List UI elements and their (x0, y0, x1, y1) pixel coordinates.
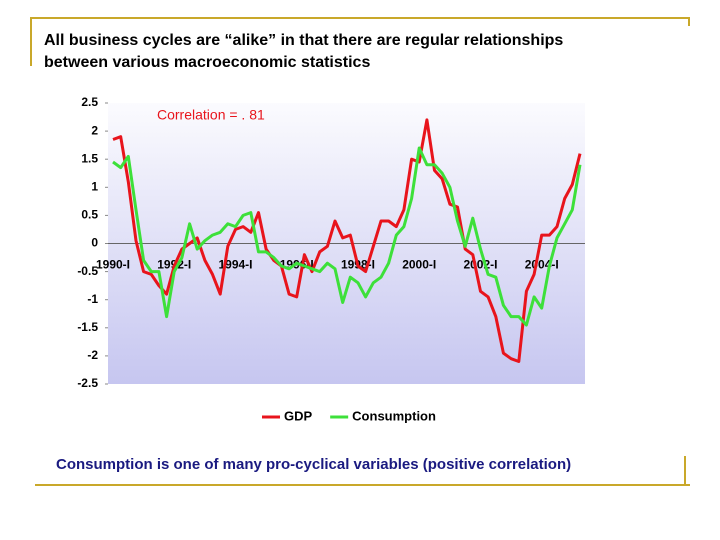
y-tick-label: -2 (87, 348, 98, 362)
series-line (112, 146, 582, 327)
x-tick-label: 2004-I (525, 258, 559, 272)
annotation: Correlation = . 81 (157, 107, 265, 123)
x-tick-label: 1990-I (96, 258, 130, 272)
y-tick-label: 1.5 (81, 151, 98, 165)
slide-title: All business cycles are “alike” in that … (44, 32, 563, 49)
y-tick-label: 2.5 (81, 95, 98, 109)
y-tick-label: -0.5 (77, 264, 98, 278)
footer-text: Consumption is one of many pro-cyclical … (56, 456, 571, 473)
y-tick-label: 2 (91, 123, 98, 137)
slide-title: between various macroeconomic statistics (44, 54, 370, 71)
x-tick-label: 2000-I (402, 258, 436, 272)
y-tick-label: -1 (87, 292, 98, 306)
y-tick-label: 1 (91, 179, 98, 193)
y-tick-label: 0.5 (81, 208, 98, 222)
y-tick-label: -2.5 (77, 376, 98, 390)
legend-label: Consumption (352, 408, 436, 423)
y-tick-label: -1.5 (77, 320, 98, 334)
x-tick-label: 1994-I (218, 258, 252, 272)
legend-label: GDP (284, 408, 313, 423)
x-tick-label: 2002-I (463, 258, 497, 272)
series-line (112, 118, 582, 363)
y-tick-label: 0 (91, 236, 98, 250)
